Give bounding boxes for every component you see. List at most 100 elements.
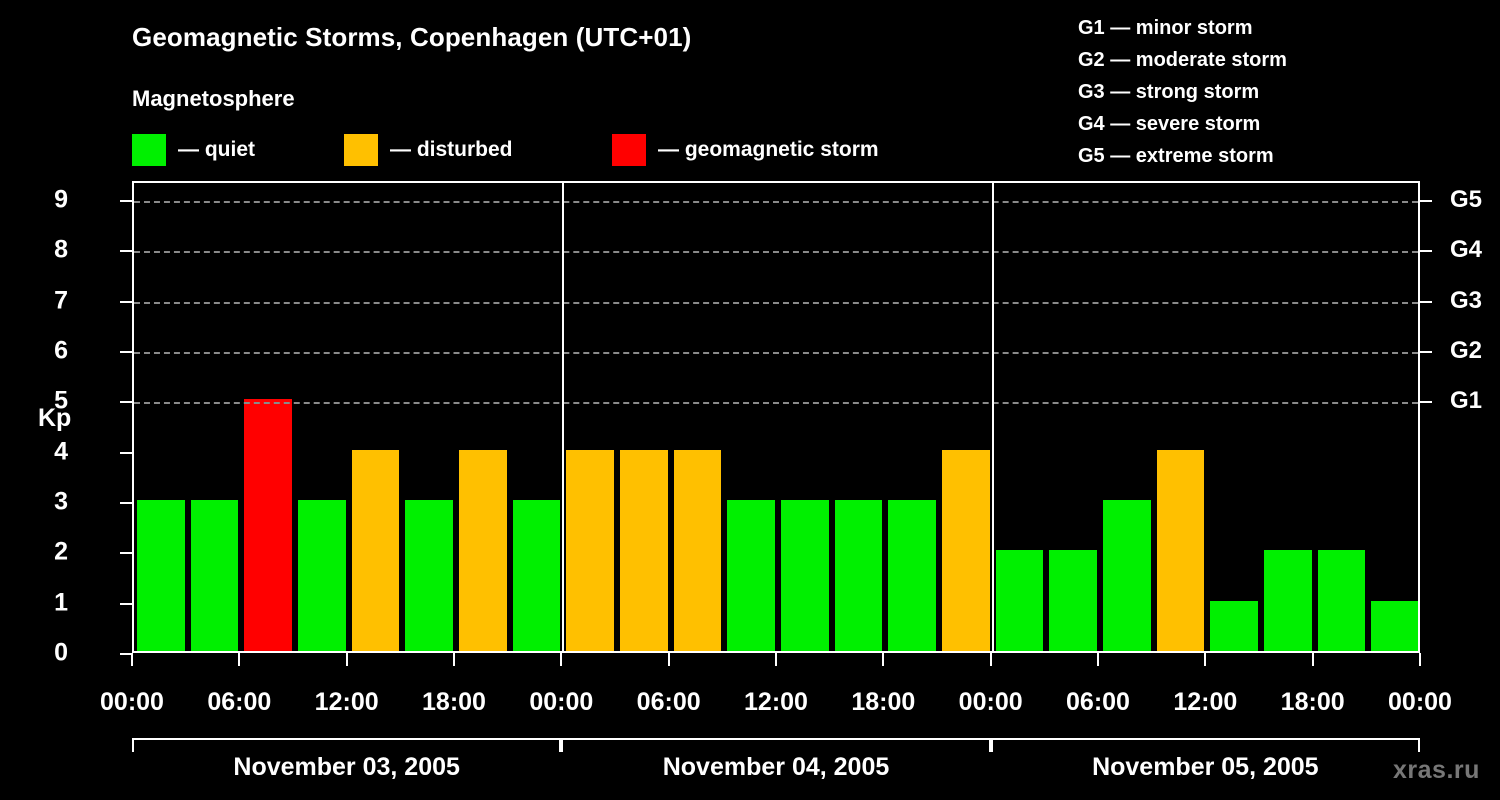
x-axis-tick-mark [1204,653,1207,666]
y-axis-tick-label: 5 [54,386,68,415]
storm-scale-line: G5 — extreme storm [1078,145,1274,167]
legend-swatch [344,134,378,166]
bar [834,500,883,651]
x-axis-tick-mark [238,653,241,666]
bar [566,449,614,651]
bar [620,449,668,651]
y-axis-tick-mark [120,401,132,404]
secondary-axis-tick-label: G3 [1450,286,1483,314]
bar [1264,550,1312,651]
y-axis-tick-label: 9 [54,185,68,214]
x-axis-tick-mark [345,653,348,666]
x-axis-tick-label: 12:00 [314,688,379,716]
y-axis-tick-label: 1 [54,588,68,617]
legend-label: — geomagnetic storm [658,138,879,161]
bar [298,500,346,651]
legend-item: — quiet [132,133,255,167]
bar-series [134,183,1418,651]
day-bracket [990,738,1420,752]
day-label: November 05, 2005 [1092,753,1319,781]
x-axis-tick-mark [1419,653,1421,666]
day-separator [991,183,994,651]
y-axis-tick-mark [120,451,132,454]
bar [673,449,722,651]
x-axis-tick-label: 00:00 [958,688,1023,716]
legend-label: — quiet [178,138,255,161]
x-axis-tick-label: 12:00 [1173,688,1238,716]
secondary-axis-tick-mark [1420,300,1432,303]
secondary-axis-tick-label: G2 [1450,337,1483,364]
x-axis-tick-label: 00:00 [529,688,594,716]
x-axis-tick-mark [131,653,133,666]
storm-scale-line: G4 — severe storm [1078,113,1261,135]
y-axis-tick-mark [120,602,132,605]
x-axis-tick-mark [775,653,777,666]
y-axis-tick-label: 8 [54,235,68,264]
x-axis-tick-mark [1097,653,1099,666]
y-axis-tick-label: 3 [54,487,68,516]
day-bracket [132,738,562,752]
x-axis-tick-mark [882,653,885,666]
x-axis-tick-label: 18:00 [851,688,916,716]
y-axis-tick-mark [120,502,132,504]
bar [781,500,829,651]
x-axis-tick-label: 06:00 [207,688,272,716]
bar [351,449,400,651]
gridline [134,402,1418,405]
y-axis-tick-label: 7 [54,286,68,315]
bar [1103,500,1151,651]
bar [512,500,561,651]
gridline [134,301,1418,304]
x-axis-tick-label: 12:00 [744,688,808,716]
secondary-axis-tick-label: G5 [1450,186,1483,213]
x-axis-tick-label: 18:00 [422,688,486,716]
storm-scale-line: G2 — moderate storm [1078,49,1287,71]
day-bracket [561,738,991,752]
secondary-axis-tick-label: G4 [1450,236,1483,264]
bar [727,500,775,651]
legend-label: — disturbed [390,138,513,161]
storm-scale-line: G3 — strong storm [1078,81,1260,103]
bar [1210,600,1258,651]
y-axis-tick-mark [120,552,132,555]
storm-scale-line: G1 — minor storm [1078,17,1253,39]
bar [405,500,453,651]
bar [995,550,1044,651]
day-label: November 04, 2005 [662,753,890,781]
gridline [134,201,1418,203]
x-axis-tick-mark [667,653,670,666]
bar [888,500,936,651]
x-axis-tick-label: 06:00 [1066,688,1130,716]
bar [1317,550,1366,651]
bar [190,500,239,651]
gridline [134,251,1418,254]
secondary-axis-tick-mark [1420,200,1432,202]
secondary-axis-tick-label: G1 [1450,387,1483,415]
bar [459,449,507,651]
x-axis-tick-label: 00:00 [1388,688,1452,716]
x-axis-tick-label: 18:00 [1280,688,1345,716]
legend-swatch [612,134,646,166]
gridline [134,352,1418,354]
watermark: xras.ru [1393,756,1480,784]
y-axis-tick-mark [120,250,132,253]
y-axis-tick-label: 2 [54,537,68,566]
day-separator [562,183,565,651]
secondary-axis-tick-mark [1420,351,1432,353]
y-axis-label: Kp [38,404,72,432]
y-axis-tick-mark [120,200,132,202]
x-axis-tick-label: 00:00 [100,688,164,716]
plot-area [132,181,1420,653]
secondary-axis-tick-mark [1420,401,1432,404]
bar [942,449,990,651]
storm-scale-legend: G1 — minor storm G2 — moderate storm G3 — … [1078,12,1287,172]
y-axis-tick-label: 6 [54,336,68,365]
chart-subtitle: Magnetosphere [132,86,295,111]
x-axis-tick-mark [453,653,455,666]
x-axis-tick-mark [989,653,992,666]
bar [1156,449,1205,651]
bar [244,399,292,651]
y-axis-tick-mark [120,300,132,303]
y-axis-tick-label: 0 [54,638,68,667]
